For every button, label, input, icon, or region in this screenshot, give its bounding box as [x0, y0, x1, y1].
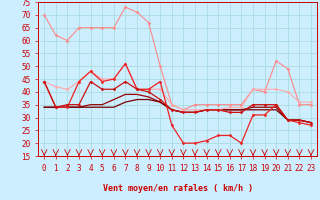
X-axis label: Vent moyen/en rafales ( km/h ): Vent moyen/en rafales ( km/h )	[103, 184, 252, 193]
